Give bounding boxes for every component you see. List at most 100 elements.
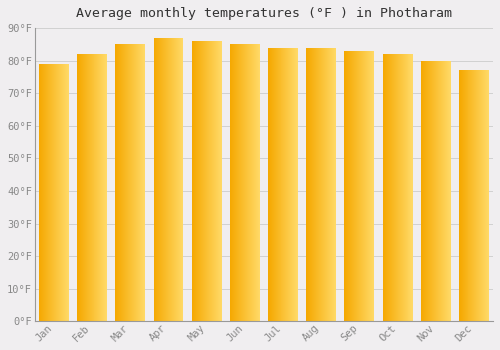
Bar: [433, 61, 434, 321]
Bar: [396, 54, 397, 321]
Bar: [246, 44, 247, 321]
Bar: [484, 70, 485, 321]
Bar: [248, 44, 249, 321]
Bar: [195, 41, 196, 321]
Bar: [94, 54, 95, 321]
Bar: [442, 61, 443, 321]
Bar: [42, 64, 43, 321]
Bar: [249, 44, 250, 321]
Bar: [400, 54, 401, 321]
Bar: [66, 64, 67, 321]
Bar: [348, 51, 349, 321]
Bar: [472, 70, 473, 321]
Bar: [232, 44, 233, 321]
Bar: [334, 48, 335, 321]
Bar: [447, 61, 448, 321]
Bar: [270, 48, 271, 321]
Bar: [276, 48, 277, 321]
Bar: [172, 38, 173, 321]
Bar: [230, 44, 231, 321]
Bar: [130, 44, 131, 321]
Bar: [404, 54, 405, 321]
Bar: [332, 48, 333, 321]
Bar: [448, 61, 449, 321]
Bar: [311, 48, 312, 321]
Bar: [128, 44, 130, 321]
Bar: [144, 44, 145, 321]
Bar: [239, 44, 240, 321]
Bar: [429, 61, 430, 321]
Bar: [201, 41, 202, 321]
Bar: [164, 38, 165, 321]
Bar: [257, 44, 258, 321]
Bar: [234, 44, 235, 321]
Bar: [397, 54, 398, 321]
Bar: [77, 54, 78, 321]
Bar: [423, 61, 424, 321]
Bar: [158, 38, 159, 321]
Bar: [58, 64, 59, 321]
Bar: [401, 54, 402, 321]
Bar: [364, 51, 365, 321]
Bar: [294, 48, 295, 321]
Bar: [371, 51, 372, 321]
Bar: [183, 38, 184, 321]
Bar: [231, 44, 232, 321]
Bar: [178, 38, 179, 321]
Bar: [388, 54, 389, 321]
Bar: [316, 48, 317, 321]
Bar: [162, 38, 163, 321]
Bar: [317, 48, 318, 321]
Bar: [344, 51, 345, 321]
Bar: [251, 44, 252, 321]
Bar: [483, 70, 484, 321]
Bar: [88, 54, 89, 321]
Bar: [273, 48, 274, 321]
Bar: [81, 54, 82, 321]
Bar: [309, 48, 310, 321]
Bar: [119, 44, 120, 321]
Bar: [347, 51, 348, 321]
Bar: [356, 51, 357, 321]
Bar: [194, 41, 195, 321]
Bar: [283, 48, 284, 321]
Bar: [43, 64, 44, 321]
Bar: [157, 38, 158, 321]
Bar: [361, 51, 362, 321]
Bar: [233, 44, 234, 321]
Bar: [295, 48, 296, 321]
Bar: [430, 61, 431, 321]
Bar: [204, 41, 205, 321]
Bar: [421, 61, 422, 321]
Bar: [389, 54, 390, 321]
Bar: [92, 54, 93, 321]
Bar: [427, 61, 428, 321]
Bar: [390, 54, 391, 321]
Bar: [290, 48, 291, 321]
Bar: [316, 48, 317, 321]
Bar: [373, 51, 374, 321]
Bar: [463, 70, 464, 321]
Bar: [486, 70, 487, 321]
Bar: [197, 41, 198, 321]
Bar: [432, 61, 433, 321]
Bar: [63, 64, 64, 321]
Bar: [218, 41, 219, 321]
Bar: [310, 48, 311, 321]
Bar: [60, 64, 61, 321]
Bar: [387, 54, 388, 321]
Bar: [366, 51, 367, 321]
Bar: [51, 64, 52, 321]
Bar: [438, 61, 439, 321]
Bar: [102, 54, 103, 321]
Bar: [314, 48, 316, 321]
Bar: [365, 51, 366, 321]
Bar: [41, 64, 42, 321]
Bar: [470, 70, 471, 321]
Bar: [126, 44, 127, 321]
Bar: [360, 51, 361, 321]
Bar: [437, 61, 438, 321]
Bar: [464, 70, 465, 321]
Bar: [106, 54, 107, 321]
Bar: [44, 64, 45, 321]
